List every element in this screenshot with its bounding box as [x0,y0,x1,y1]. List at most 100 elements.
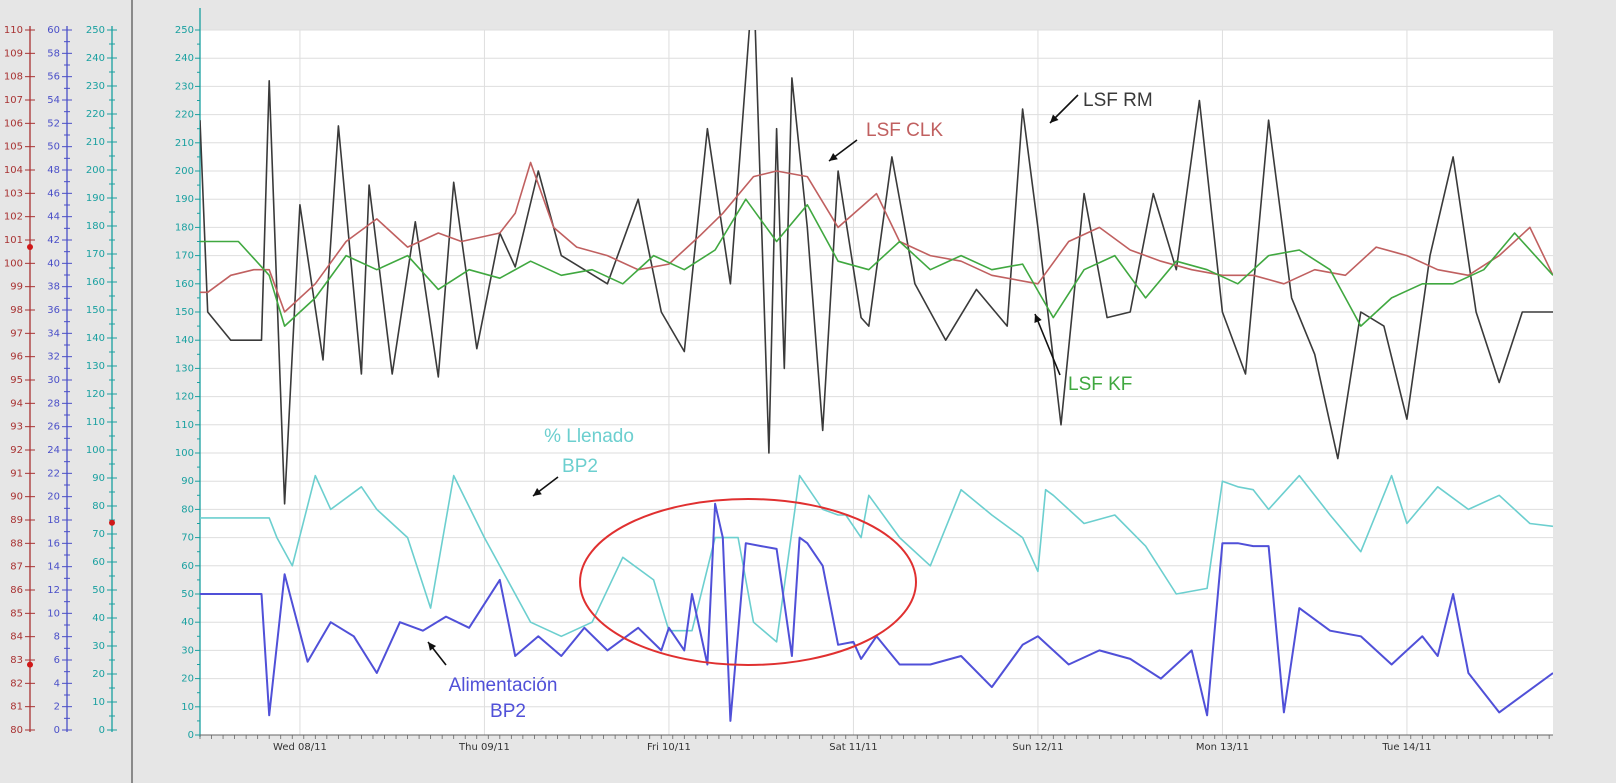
series-alimentaci-n-bp2 [200,502,1553,722]
y-tick-label: 50 [181,589,194,600]
axis-tick-label: 87 [10,562,23,573]
y-tick-label: 190 [175,194,194,205]
plot-axes: 0 10 20 30 40 50 60 70 80 90 100 110 120 130 140 150 160… [175,8,1553,753]
y-tick-label: 10 [181,702,194,713]
y-tick-label: 20 [181,674,194,685]
axis-tick-label: 150 [86,305,105,316]
axis-tick-label: 100 [86,445,105,456]
y-tick-label: 70 [181,533,194,544]
annotation-arrowhead [533,487,542,496]
plot-area[interactable] [200,30,1553,735]
axis-tick-label: 50 [47,142,60,153]
left-axis-group: 8081828384858687888990919293949596979899… [4,25,117,736]
x-tick-label: Sun 12/11 [1012,742,1063,753]
axis-tick-label: 20 [47,492,60,503]
axis-tick-label: 70 [92,529,105,540]
axis-tick-label: 58 [47,48,60,59]
y-tick-label: 210 [175,138,194,149]
left-axis-1: 80 81 82 83 84 85 86 87 88 89 90 91 92 93 94 95 96 97 98 99… [4,25,35,736]
axis-tick-label: 83 [10,655,23,666]
annotation-label: Alimentación [449,675,558,696]
y-tick-label: 250 [175,25,194,36]
axis-tick-label: 170 [86,249,105,260]
y-tick-label: 90 [181,476,194,487]
axis-tick-label: 26 [47,422,60,433]
axis-tick-label: 60 [47,25,60,36]
axis-tick-label: 250 [86,25,105,36]
axis-tick-label: 48 [47,165,60,176]
annotation-arrowhead [1034,314,1042,323]
axis-tick-label: 85 [10,608,23,619]
axis-tick-label: 50 [92,585,105,596]
series-lsf-rm [200,30,1553,505]
axis-tick-label: 88 [10,538,23,549]
axis-tick-label: 105 [4,142,23,153]
y-tick-label: 230 [175,81,194,92]
annotation-arrowhead [1050,114,1059,123]
axis-tick-label: 84 [10,632,23,643]
y-tick-label: 170 [175,251,194,262]
annotation-label: LSF RM [1083,90,1153,111]
axis-tick-label: 32 [47,352,60,363]
axis-tick-label: 104 [4,165,23,176]
annotation-arrowhead [428,642,437,651]
axis-tick-label: 16 [47,538,60,549]
y-tick-label: 150 [175,307,194,318]
axis-tick-label: 100 [4,258,23,269]
y-tick-label: 110 [175,420,194,431]
y-tick-label: 120 [175,392,194,403]
axis-tick-label: 93 [10,422,23,433]
axis-tick-label: 220 [86,109,105,120]
axis-tick-label: 12 [47,585,60,596]
axis-tick-label: 94 [10,398,23,409]
axis-tick-label: 98 [10,305,23,316]
axis-tick-label: 103 [4,188,23,199]
axis-tick-label: 46 [47,188,60,199]
y-tick-label: 130 [175,363,194,374]
axis-cursor-marker[interactable] [27,661,33,668]
axis-tick-label: 36 [47,305,60,316]
y-tick-label: 80 [181,504,194,515]
y-tick-label: 100 [175,448,194,459]
axis-tick-label: 92 [10,445,23,456]
annotation-label: BP2 [562,456,598,477]
y-tick-label: 180 [175,222,194,233]
axis-tick-label: 190 [86,193,105,204]
y-tick-label: 160 [175,279,194,290]
axis-cursor-marker[interactable] [27,244,33,250]
axis-tick-label: 52 [47,118,60,129]
axis-tick-label: 81 [10,702,23,713]
annotation-label: LSF KF [1068,374,1132,395]
axis-tick-label: 130 [86,361,105,372]
axis-cursor-marker[interactable] [109,519,115,526]
annotation-arrow [1034,313,1061,376]
axis-tick-label: 24 [47,445,60,456]
x-tick-label: Thu 09/11 [458,742,510,753]
axis-tick-label: 6 [54,655,60,666]
y-tick-label: 40 [181,617,194,628]
axis-tick-label: 80 [10,725,23,736]
axis-tick-label: 30 [47,375,60,386]
annotation-label: LSF CLK [866,120,943,141]
axis-tick-label: 34 [47,328,60,339]
axis-tick-label: 99 [10,282,23,293]
annotation-arrowhead [829,153,838,161]
y-tick-label: 60 [181,561,194,572]
y-tick-label: 200 [175,166,194,177]
axis-tick-label: 109 [4,48,23,59]
axis-tick-label: 140 [86,333,105,344]
x-tick-label: Tue 14/11 [1381,742,1431,753]
axis-tick-label: 54 [47,95,60,106]
y-tick-label: 220 [175,110,194,121]
axis-tick-label: 101 [4,235,23,246]
y-tick-label: 140 [175,335,194,346]
x-tick-label: Wed 08/11 [273,742,327,753]
axis-tick-label: 106 [4,118,23,129]
axis-tick-label: 56 [47,72,60,83]
axis-tick-label: 2 [54,702,60,713]
axis-tick-label: 107 [4,95,23,106]
axis-tick-label: 14 [47,562,60,573]
axis-tick-label: 8 [54,632,60,643]
series-llenado-bp2 [200,474,1553,643]
axis-tick-label: 40 [47,258,60,269]
